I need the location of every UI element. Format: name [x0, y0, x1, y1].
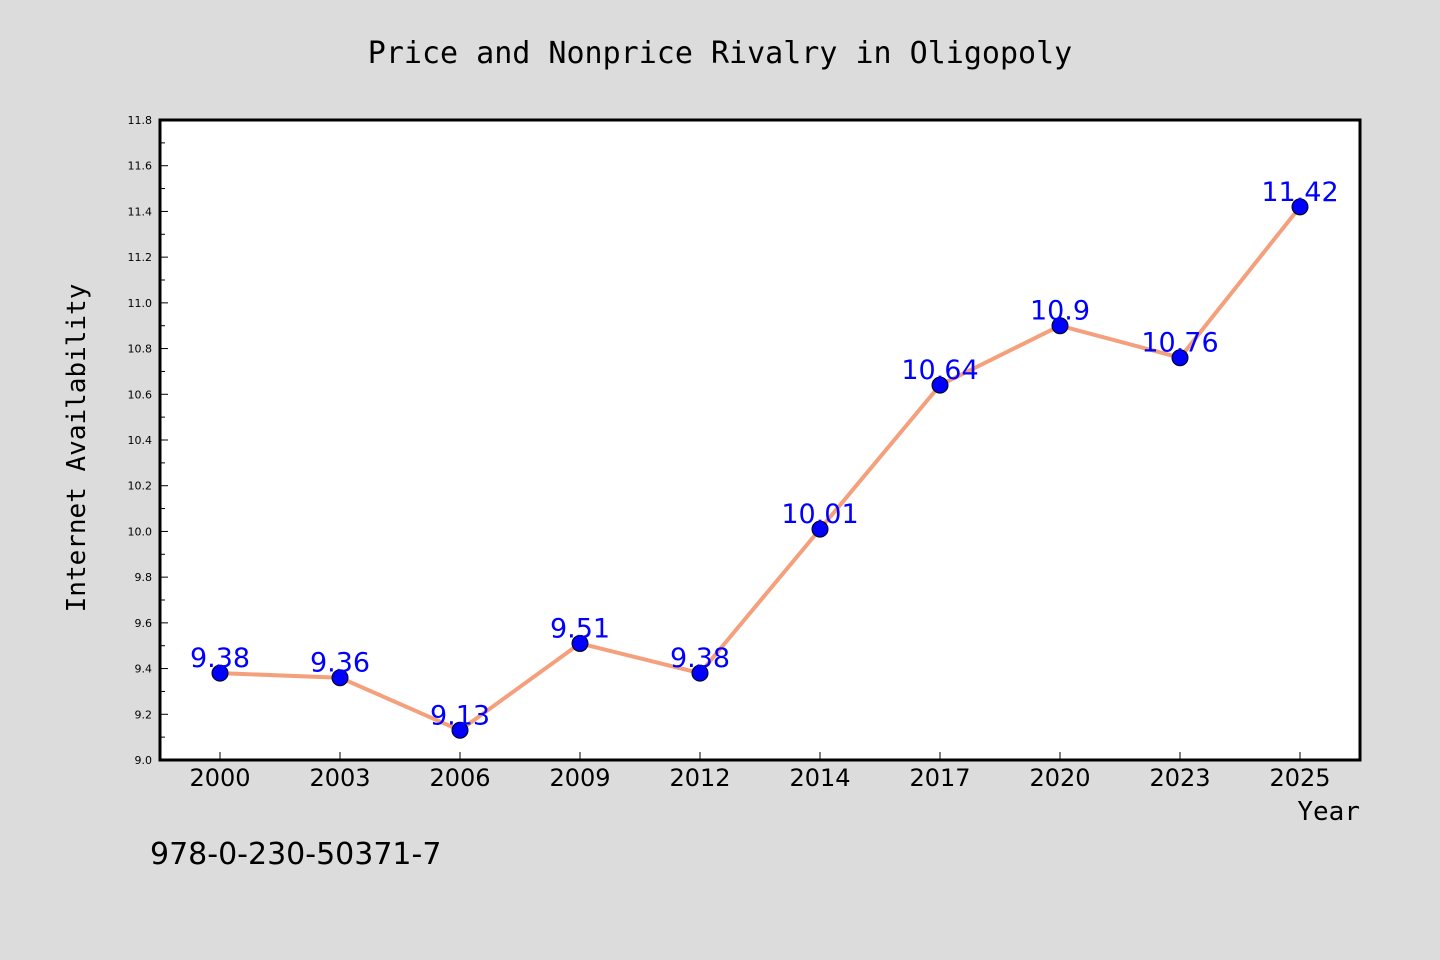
y-tick-label: 11.2 — [128, 251, 153, 264]
data-label: 10.9 — [1030, 296, 1090, 327]
y-tick-label: 10.8 — [128, 343, 153, 356]
y-tick-label: 9.4 — [135, 663, 153, 676]
y-tick-label: 9.0 — [135, 754, 153, 767]
data-point — [571, 634, 589, 652]
y-tick-label: 9.8 — [135, 571, 153, 584]
x-axis: 2000 2003 2006 2009 2012 2014 2017 2020 2023 2025 — [189, 752, 1331, 792]
data-point — [1051, 317, 1069, 335]
data-point — [1291, 198, 1309, 216]
data-point — [1171, 349, 1189, 367]
x-tick-label: 2003 — [309, 764, 370, 792]
y-tick-label: 10.6 — [128, 388, 153, 401]
data-point — [211, 664, 229, 682]
data-point — [811, 520, 829, 538]
y-tick-label: 10.0 — [128, 525, 153, 538]
data-label: 11.42 — [1261, 177, 1338, 208]
series-group: 9.38 9.36 9.13 9.51 9.38 10.01 10.64 10.9 10.76 1… — [190, 177, 1339, 739]
x-tick-label: 2006 — [429, 764, 490, 792]
data-point — [451, 721, 469, 739]
data-label: 9.51 — [550, 613, 610, 644]
x-tick-label: 2020 — [1029, 764, 1090, 792]
data-label: 10.64 — [901, 355, 978, 386]
x-tick-label: 2000 — [189, 764, 250, 792]
x-tick-label: 2012 — [669, 764, 730, 792]
y-tick-label: 10.4 — [128, 434, 153, 447]
data-label: 9.13 — [430, 700, 490, 731]
x-axis-label: Year — [1297, 797, 1360, 827]
x-tick-label: 2014 — [789, 764, 850, 792]
data-label: 10.01 — [781, 499, 858, 530]
y-tick-label: 11.4 — [128, 205, 153, 218]
y-tick-label: 11.6 — [128, 160, 153, 173]
plot-area — [160, 120, 1360, 760]
y-axis-label: Internet Availability — [62, 284, 92, 613]
plot-frame — [158, 118, 1362, 762]
data-label: 10.76 — [1141, 328, 1218, 359]
x-tick-label: 2009 — [549, 764, 610, 792]
data-point — [691, 664, 709, 682]
x-tick-label: 2025 — [1269, 764, 1330, 792]
data-point — [331, 669, 349, 687]
y-tick-label: 11.0 — [128, 297, 153, 310]
data-label: 9.38 — [670, 643, 730, 674]
data-label: 9.38 — [190, 643, 250, 674]
x-tick-label: 2023 — [1149, 764, 1210, 792]
y-tick-label: 9.6 — [135, 617, 153, 630]
y-tick-label: 10.2 — [128, 480, 153, 493]
x-tick-label: 2017 — [909, 764, 970, 792]
data-label: 9.36 — [310, 648, 370, 679]
chart-title: Price and Nonprice Rivalry in Oligopoly — [368, 36, 1072, 71]
y-tick-label: 9.2 — [135, 708, 153, 721]
footnote-isbn: 978-0-230-50371-7 — [150, 837, 441, 872]
data-point — [931, 376, 949, 394]
y-tick-label: 11.8 — [128, 114, 153, 127]
y-axis: 9.0 9.2 9.4 9.6 9.8 10.0 10.2 10.4 10.6 10.8 11.0 1… — [128, 114, 168, 767]
series-line — [218, 204, 1302, 733]
